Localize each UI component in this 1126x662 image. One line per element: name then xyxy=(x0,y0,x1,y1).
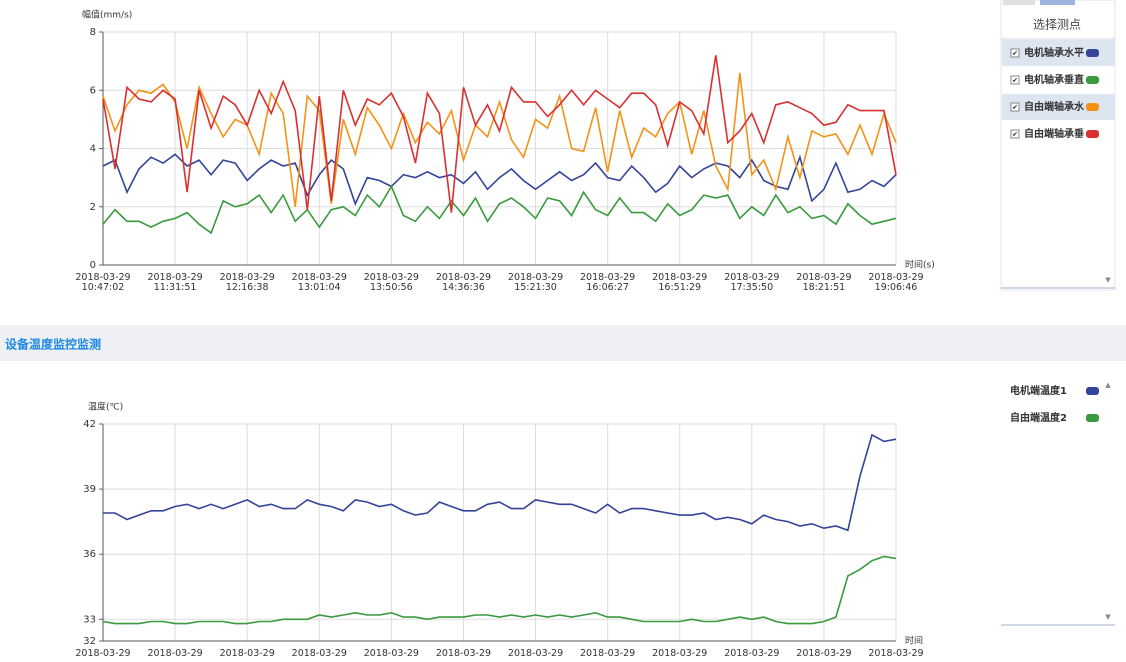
series-line xyxy=(102,72,897,207)
x-tick-label: 2018-03-29 12:16:38 xyxy=(219,272,275,293)
y-tick-label: 0 xyxy=(90,260,96,271)
button[interactable] xyxy=(1003,0,1035,5)
x-tick-label: 2018-03-29 18:21:51 xyxy=(796,272,852,293)
legend-label[interactable]: 电机轴承垂直 xyxy=(1024,73,1084,86)
checkbox[interactable] xyxy=(1010,129,1020,139)
checkbox[interactable] xyxy=(1010,102,1020,112)
legend-swatch xyxy=(1086,387,1099,395)
scroll-down[interactable]: ▼ xyxy=(1105,613,1111,621)
legend-label[interactable]: 自由端轴承水 xyxy=(1024,100,1085,113)
series-line xyxy=(102,555,897,625)
legend-label[interactable]: 自由端轴承垂 xyxy=(1024,127,1084,140)
x-tick-label: 2018-03-29 xyxy=(75,648,131,659)
legend-title: 选择测点 xyxy=(1033,18,1081,32)
top-panel xyxy=(0,0,1126,325)
x-tick-label: 2018-03-29 xyxy=(507,648,564,659)
x-tick-label: 2018-03-29 17:35:50 xyxy=(724,272,780,293)
y-tick-label: 6 xyxy=(90,85,96,96)
checkbox[interactable] xyxy=(1010,48,1020,58)
y-tick-label: 32 xyxy=(83,636,96,647)
y-tick-label: 36 xyxy=(83,549,96,560)
legend-swatch xyxy=(1086,414,1099,422)
button[interactable] xyxy=(1040,0,1075,5)
x-tick-label: 2018-03-29 xyxy=(796,648,852,659)
y-tick-label: 39 xyxy=(83,484,96,495)
legend-swatch xyxy=(1086,49,1099,57)
x-axis-label: 时间 xyxy=(905,635,923,647)
x-tick-label: 2018-03-29 xyxy=(291,648,347,659)
x-tick-label: 2018-03-29 xyxy=(219,648,275,659)
bottom-panel xyxy=(0,361,1126,662)
y-tick-label: 4 xyxy=(90,144,96,155)
x-tick-label: 2018-03-29 16:06:27 xyxy=(580,272,636,293)
x-tick-label: 2018-03-29 xyxy=(147,648,203,659)
x-tick-label: 2018-03-29 xyxy=(363,648,419,659)
y-tick-label: 2 xyxy=(90,202,96,213)
y-tick-label: 33 xyxy=(83,614,96,625)
x-tick-label: 2018-03-29 16:51:29 xyxy=(652,272,708,293)
x-tick-label: 2018-03-29 13:01:04 xyxy=(291,272,347,293)
legend-swatch xyxy=(1086,76,1099,84)
legend-label: 自由端温度2 xyxy=(1010,411,1067,424)
x-tick-label: 2018-03-29 14:36:36 xyxy=(435,272,492,293)
x-tick-label: 2018-03-29 10:47:02 xyxy=(75,272,131,293)
x-tick-label: 2018-03-29 xyxy=(435,648,492,659)
y-axis-label: 幅值(mm/s) xyxy=(82,9,132,21)
legend-swatch xyxy=(1086,103,1099,111)
x-tick-label: 2018-03-29 13:50:56 xyxy=(363,272,419,293)
legend-label[interactable]: 电机轴承水平 xyxy=(1024,46,1084,59)
scroll-down[interactable]: ▼ xyxy=(1105,276,1111,284)
y-tick-label: 42 xyxy=(83,419,96,430)
series-line xyxy=(103,433,897,532)
legend-swatch xyxy=(1086,130,1099,138)
series-line xyxy=(102,184,897,235)
series-line xyxy=(102,55,897,213)
y-axis-label: 温度(℃) xyxy=(88,401,123,413)
checkmark[interactable]: ✔ xyxy=(1012,50,1018,58)
x-tick-label: 2018-03-29 xyxy=(652,648,708,659)
checkmark[interactable]: ✔ xyxy=(1012,131,1018,139)
x-axis-label: 时间(s) xyxy=(905,259,935,271)
checkmark[interactable]: ✔ xyxy=(1012,104,1018,112)
checkmark[interactable]: ✔ xyxy=(1012,77,1018,85)
y-tick-label: 8 xyxy=(90,27,96,38)
x-tick-label: 2018-03-29 xyxy=(868,648,924,659)
legend-label: 电机端温度1 xyxy=(1010,384,1067,397)
scroll-up[interactable]: ▲ xyxy=(1105,381,1111,389)
section-title: 设备温度监控监测 xyxy=(5,337,101,352)
series-line xyxy=(102,153,897,206)
x-tick-label: 2018-03-29 11:31:51 xyxy=(147,272,203,293)
x-tick-label: 2018-03-29 19:06:46 xyxy=(868,272,924,293)
x-tick-label: 2018-03-29 xyxy=(724,648,780,659)
x-tick-label: 2018-03-29 xyxy=(580,648,636,659)
x-tick-label: 2018-03-29 15:21:30 xyxy=(507,272,564,293)
checkbox[interactable] xyxy=(1010,75,1020,85)
